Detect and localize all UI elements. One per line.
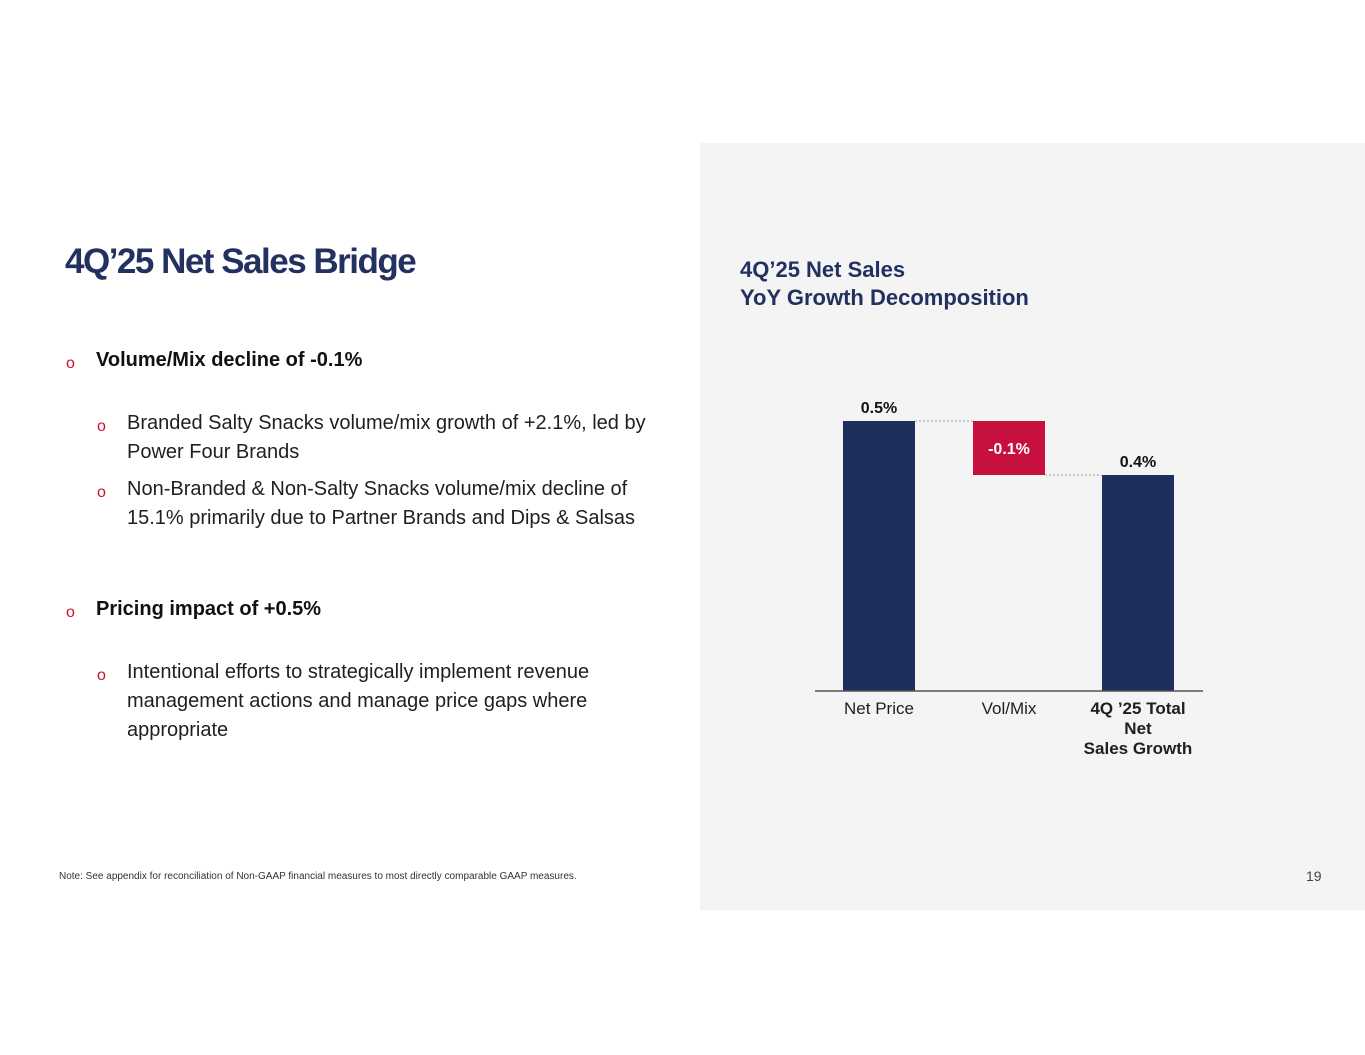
category-label-2: Vol/Mix <box>982 699 1037 718</box>
data-label-3: 0.4% <box>1120 454 1156 471</box>
bullet-volume-mix: Volume/Mix decline of -0.1% <box>96 349 363 371</box>
bullet-marker: o <box>66 604 75 621</box>
chart-panel-background <box>700 143 1365 910</box>
category-label-line: 4Q ’25 Total <box>1090 699 1185 718</box>
data-label-2: -0.1% <box>988 441 1030 458</box>
data-label-1: 0.5% <box>861 400 897 417</box>
bullet-marker: o <box>97 667 106 684</box>
bar-1 <box>843 421 915 691</box>
chart-title: 4Q’25 Net Sales YoY Growth Decomposition <box>740 256 1029 312</box>
category-label-line: Net <box>1124 719 1152 738</box>
page-number: 19 <box>1306 868 1322 884</box>
bullet-marker: o <box>97 484 106 501</box>
bar-3 <box>1102 475 1174 691</box>
chart-title-line-2: YoY Growth Decomposition <box>740 285 1029 310</box>
chart-title-line-1: 4Q’25 Net Sales <box>740 257 906 282</box>
bullet-pricing-impact: Pricing impact of +0.5% <box>96 598 322 620</box>
category-label-line: Vol/Mix <box>982 699 1037 718</box>
page-title: 4Q’25 Net Sales Bridge <box>65 242 417 281</box>
bullet-marker: o <box>66 355 75 372</box>
footnote: Note: See appendix for reconciliation of… <box>59 871 577 882</box>
sub-bullet-branded-salty-snacks: Branded Salty Snacks volume/mix growth o… <box>127 412 646 463</box>
sub-bullet-revenue-management: Intentional efforts to strategically imp… <box>127 661 590 741</box>
sub-bullet-non-branded: Non-Branded & Non-Salty Snacks volume/mi… <box>127 478 636 529</box>
category-label-line: Net Price <box>844 699 914 718</box>
bar-2 <box>973 421 1045 475</box>
category-label-line: Sales Growth <box>1084 739 1193 758</box>
category-label-1: Net Price <box>844 699 914 718</box>
bullet-marker: o <box>97 418 106 435</box>
category-label-3: 4Q ’25 Total Net Sales Growth <box>1084 699 1193 758</box>
